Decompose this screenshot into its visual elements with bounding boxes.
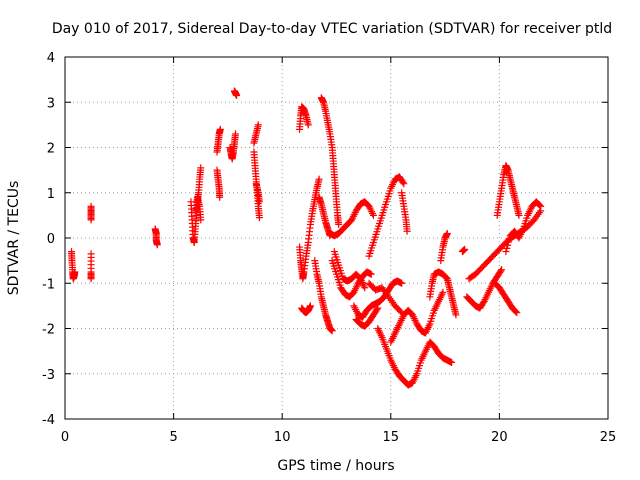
- y-tick-label: -1: [42, 277, 55, 292]
- data-point: [512, 308, 520, 316]
- x-axis-ticks: 0 5 10 15 20 25: [61, 57, 616, 445]
- y-tick-label: -3: [42, 368, 55, 383]
- data-point: [448, 358, 456, 366]
- y-tick-label: 0: [47, 232, 55, 247]
- data-point: [498, 266, 506, 274]
- data-point: [197, 216, 205, 224]
- data-point: [315, 175, 323, 183]
- x-tick-label: 0: [61, 430, 69, 445]
- data-point: [396, 307, 404, 315]
- data-point: [503, 244, 511, 252]
- data-point: [216, 193, 224, 201]
- y-tick-label: -2: [42, 323, 55, 338]
- data-point: [443, 229, 451, 237]
- data-point: [367, 270, 375, 278]
- data-point: [505, 235, 513, 243]
- data-point: [374, 304, 382, 312]
- y-tick-label: 3: [47, 96, 55, 111]
- data-point: [233, 91, 241, 99]
- data-point: [71, 268, 79, 276]
- data-point: [515, 211, 523, 219]
- y-tick-label: 1: [47, 187, 55, 202]
- data-point: [513, 309, 521, 317]
- data-point: [398, 309, 406, 317]
- data-point: [361, 284, 369, 292]
- data-point: [373, 305, 381, 313]
- data-point: [255, 198, 263, 206]
- data-point: [403, 227, 411, 235]
- data-point: [304, 121, 312, 129]
- data-point: [504, 241, 512, 249]
- chart-title: Day 010 of 2017, Sidereal Day-to-day VTE…: [52, 21, 612, 37]
- data-point: [369, 211, 377, 219]
- data-point: [452, 311, 460, 319]
- data-point: [400, 180, 408, 188]
- data-point: [216, 125, 224, 133]
- x-tick-label: 15: [383, 430, 400, 445]
- data-point: [232, 130, 240, 138]
- data-point: [439, 288, 447, 296]
- data-point: [398, 279, 406, 287]
- data-points: [68, 87, 545, 389]
- data-point: [254, 121, 262, 129]
- x-tick-label: 10: [274, 430, 291, 445]
- data-point: [328, 327, 336, 335]
- plot-frame: [64, 56, 609, 420]
- data-point: [306, 302, 314, 310]
- data-point: [87, 275, 95, 283]
- y-tick-label: -4: [42, 413, 55, 428]
- data-point: [197, 164, 205, 172]
- data-point: [497, 267, 505, 275]
- x-tick-label: 25: [600, 430, 617, 445]
- data-point: [537, 202, 545, 210]
- x-axis-label: GPS time / hours: [277, 458, 394, 474]
- data-point: [153, 241, 161, 249]
- data-point: [502, 248, 510, 256]
- data-point: [505, 238, 513, 246]
- x-tick-label: 5: [169, 430, 177, 445]
- data-point: [255, 214, 263, 222]
- y-tick-label: 2: [47, 142, 55, 157]
- y-tick-label: 4: [47, 51, 55, 66]
- y-axis-ticks: -4 -3 -2 -1 0 1 2 3 4: [42, 51, 608, 428]
- y-axis-label: SDTVAR / TECUs: [6, 181, 22, 296]
- data-point: [87, 216, 95, 224]
- data-point: [335, 220, 343, 228]
- x-tick-label: 20: [491, 430, 508, 445]
- data-point: [399, 178, 407, 186]
- data-point: [536, 201, 544, 209]
- data-point: [461, 245, 469, 253]
